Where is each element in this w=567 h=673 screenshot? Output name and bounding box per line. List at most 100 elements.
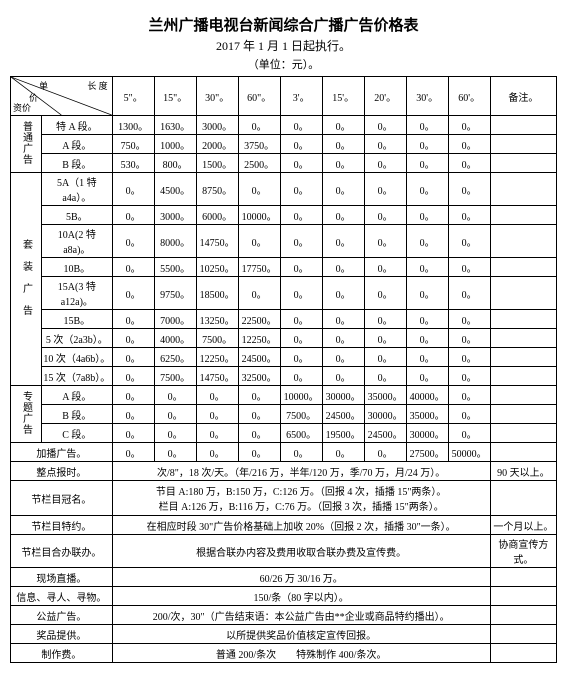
price-cell: 0。 bbox=[406, 329, 448, 348]
price-cell: 1000。 bbox=[154, 135, 196, 154]
price-cell: 0。 bbox=[364, 329, 406, 348]
price-cell: 0。 bbox=[322, 116, 364, 135]
price-cell: 0。 bbox=[112, 206, 154, 225]
price-cell: 0。 bbox=[238, 225, 280, 258]
price-cell: 0。 bbox=[364, 173, 406, 206]
col-head-0: 5"。 bbox=[112, 77, 154, 116]
price-cell: 0。 bbox=[448, 405, 490, 424]
note-cell bbox=[490, 443, 556, 462]
price-cell: 0。 bbox=[448, 348, 490, 367]
price-cell: 0。 bbox=[448, 386, 490, 405]
price-cell: 17750。 bbox=[238, 258, 280, 277]
note-cell bbox=[490, 367, 556, 386]
price-cell: 0。 bbox=[364, 348, 406, 367]
price-cell: 0。 bbox=[322, 154, 364, 173]
price-cell: 0。 bbox=[448, 310, 490, 329]
price-cell: 2500。 bbox=[238, 154, 280, 173]
price-cell: 0。 bbox=[364, 310, 406, 329]
price-cell: 1300。 bbox=[112, 116, 154, 135]
price-cell: 0。 bbox=[280, 135, 322, 154]
price-cell: 4000。 bbox=[154, 329, 196, 348]
price-cell: 0。 bbox=[280, 173, 322, 206]
price-cell: 0。 bbox=[406, 206, 448, 225]
segment-label: 15B。 bbox=[41, 310, 112, 329]
price-cell: 0。 bbox=[112, 173, 154, 206]
price-cell: 0。 bbox=[238, 405, 280, 424]
segment-label: 特 A 段。 bbox=[41, 116, 112, 135]
note-cell bbox=[490, 310, 556, 329]
note-cell bbox=[490, 258, 556, 277]
segment-label: B 段。 bbox=[41, 405, 112, 424]
category-label: 普通广告 bbox=[11, 116, 42, 173]
footer-note bbox=[490, 606, 556, 625]
price-cell: 0。 bbox=[280, 329, 322, 348]
price-cell: 0。 bbox=[448, 206, 490, 225]
footer-note bbox=[490, 587, 556, 606]
price-cell: 0。 bbox=[112, 348, 154, 367]
note-cell bbox=[490, 173, 556, 206]
price-cell: 0。 bbox=[322, 310, 364, 329]
footer-label: 节栏目特约。 bbox=[11, 516, 113, 535]
footer-label: 制作费。 bbox=[11, 644, 113, 663]
footer-label: 奖品提供。 bbox=[11, 625, 113, 644]
footer-note bbox=[490, 644, 556, 663]
price-cell: 0。 bbox=[112, 225, 154, 258]
price-cell: 7500。 bbox=[280, 405, 322, 424]
price-cell: 0。 bbox=[364, 258, 406, 277]
col-head-5: 15'。 bbox=[322, 77, 364, 116]
price-cell: 0。 bbox=[238, 173, 280, 206]
footer-body: 根据合联办内容及费用收取合联办费及宣传费。 bbox=[112, 535, 490, 568]
price-cell: 0。 bbox=[280, 154, 322, 173]
price-cell: 0。 bbox=[238, 424, 280, 443]
price-cell: 0。 bbox=[322, 329, 364, 348]
note-cell bbox=[490, 386, 556, 405]
price-cell: 0。 bbox=[112, 329, 154, 348]
price-cell: 12250。 bbox=[196, 348, 238, 367]
price-cell: 7000。 bbox=[154, 310, 196, 329]
price-cell: 7500。 bbox=[196, 329, 238, 348]
price-cell: 0。 bbox=[448, 367, 490, 386]
col-head-1: 15"。 bbox=[154, 77, 196, 116]
price-cell: 0。 bbox=[364, 154, 406, 173]
price-cell: 0。 bbox=[322, 225, 364, 258]
footer-body: 节目 A:180 万，B:150 万，C:126 万。（回报 4 次，插播 15… bbox=[112, 481, 490, 516]
price-cell: 9750。 bbox=[154, 277, 196, 310]
price-cell: 0。 bbox=[280, 310, 322, 329]
segment-label: A 段。 bbox=[41, 386, 112, 405]
price-cell: 0。 bbox=[280, 443, 322, 462]
price-cell: 0。 bbox=[322, 277, 364, 310]
price-cell: 0。 bbox=[364, 135, 406, 154]
segment-label: 10 次（4a6b）。 bbox=[41, 348, 112, 367]
footer-body: 次/8"，18 次/天。（年/216 万，半年/120 万，季/70 万，月/2… bbox=[112, 462, 490, 481]
price-cell: 30000。 bbox=[364, 405, 406, 424]
price-cell: 0。 bbox=[196, 424, 238, 443]
subtitle: 2017 年 1 月 1 日起执行。 bbox=[10, 37, 557, 54]
price-cell: 0。 bbox=[112, 405, 154, 424]
price-cell: 0。 bbox=[406, 367, 448, 386]
note-cell bbox=[490, 116, 556, 135]
price-cell: 0。 bbox=[196, 386, 238, 405]
footer-label: 整点报时。 bbox=[11, 462, 113, 481]
price-cell: 2000。 bbox=[196, 135, 238, 154]
price-cell: 0。 bbox=[280, 225, 322, 258]
footer-body: 200/次，30"（广告结束语：本公益广告由**企业或商品特约播出）。 bbox=[112, 606, 490, 625]
diag-bl: 资价 bbox=[13, 101, 31, 114]
price-cell: 22500。 bbox=[238, 310, 280, 329]
segment-label: 加播广告。 bbox=[11, 443, 113, 462]
footer-note: 90 天以上。 bbox=[490, 462, 556, 481]
footer-label: 信息、寻人、寻物。 bbox=[11, 587, 113, 606]
price-cell: 5500。 bbox=[154, 258, 196, 277]
price-cell: 750。 bbox=[112, 135, 154, 154]
price-cell: 3750。 bbox=[238, 135, 280, 154]
price-cell: 0。 bbox=[406, 116, 448, 135]
segment-label: C 段。 bbox=[41, 424, 112, 443]
price-cell: 19500。 bbox=[322, 424, 364, 443]
price-cell: 0。 bbox=[112, 367, 154, 386]
price-cell: 0。 bbox=[364, 206, 406, 225]
note-cell bbox=[490, 424, 556, 443]
col-head-6: 20'。 bbox=[364, 77, 406, 116]
price-cell: 8000。 bbox=[154, 225, 196, 258]
price-cell: 0。 bbox=[238, 277, 280, 310]
note-cell bbox=[490, 405, 556, 424]
price-cell: 0。 bbox=[406, 277, 448, 310]
